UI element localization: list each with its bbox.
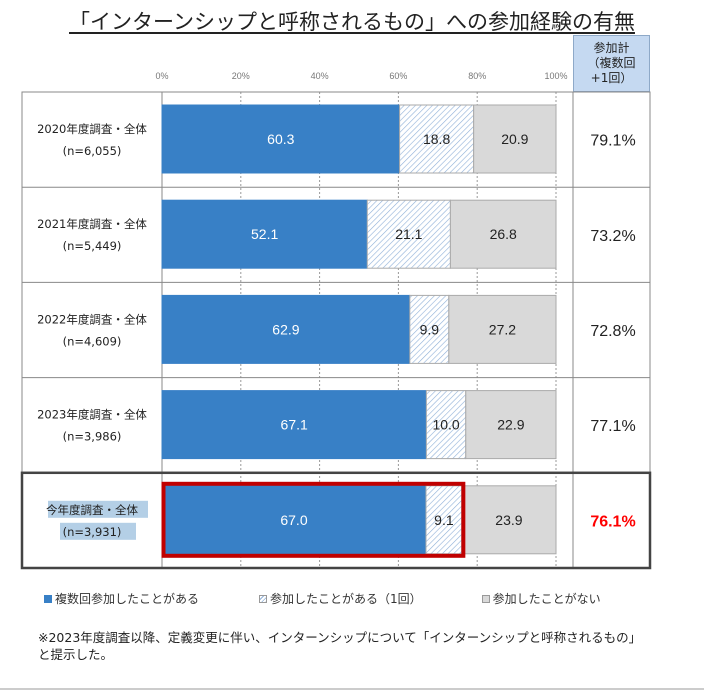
- data-label: 67.0: [280, 512, 307, 528]
- data-label: 23.9: [495, 512, 522, 528]
- category-n: (n=3,986): [63, 430, 122, 444]
- totals-header-line: 参加計: [593, 41, 630, 55]
- totals-header-line: （複数回: [587, 56, 636, 70]
- legend-swatch: [481, 594, 490, 603]
- x-tick-label: 80%: [468, 71, 486, 81]
- bar-segment: [161, 199, 368, 269]
- total-value: 72.8%: [590, 323, 635, 340]
- label-highlight: [48, 500, 148, 518]
- data-label: 21.1: [395, 226, 422, 242]
- bar-segment: [465, 390, 557, 460]
- data-label: 60.3: [267, 131, 294, 147]
- category-n: (n=4,609): [63, 334, 122, 348]
- bar-segment: [366, 199, 451, 269]
- data-label: 62.9: [272, 321, 299, 337]
- x-tick-label: 0%: [155, 71, 168, 81]
- bar-segment: [161, 485, 427, 555]
- legend-swatch: [259, 594, 268, 603]
- data-label: 9.1: [434, 512, 454, 528]
- bar-segment: [161, 104, 401, 174]
- category-label: 2023年度調査・全体: [37, 408, 147, 422]
- category-label: 今年度調査・全体: [46, 503, 138, 517]
- category-label: 2021年度調査・全体: [37, 217, 147, 231]
- category-label: 2022年度調査・全体: [37, 312, 147, 326]
- legend-item: 参加したことがない: [481, 590, 601, 607]
- data-label: 22.9: [497, 417, 524, 433]
- total-value: 73.2%: [590, 228, 635, 245]
- category-n: (n=5,449): [63, 239, 122, 253]
- total-value: 77.1%: [590, 418, 635, 435]
- data-label: 52.1: [251, 226, 278, 242]
- footnote: ※2023年度調査以降、定義変更に伴い、インターンシップについて「インターンシッ…: [38, 630, 642, 662]
- highlight-box: [161, 481, 466, 558]
- data-label: 67.1: [281, 417, 308, 433]
- data-label: 10.0: [432, 417, 459, 433]
- totals-header-line: +1回）: [590, 71, 633, 85]
- category-n: (n=3,931): [63, 525, 122, 539]
- category-n: (n=6,055): [63, 144, 122, 158]
- total-value: 79.1%: [590, 133, 635, 150]
- x-tick-label: 100%: [544, 71, 567, 81]
- legend-label: 参加したことがある（1回）: [270, 592, 422, 606]
- bar-segment: [409, 294, 450, 364]
- bar-segment: [161, 294, 411, 364]
- bar-segment: [399, 104, 475, 174]
- total-value: 76.1%: [590, 513, 635, 530]
- legend-item: 複数回参加したことがある: [44, 590, 199, 607]
- bar-segment: [425, 390, 467, 460]
- legend-item: 参加したことがある（1回）: [259, 590, 422, 607]
- category-label: 2020年度調査・全体: [37, 122, 147, 136]
- highlight-row-frame: [20, 471, 652, 570]
- data-label: 20.9: [501, 131, 528, 147]
- bar-segment: [448, 294, 557, 364]
- data-label: 27.2: [489, 321, 516, 337]
- legend: 複数回参加したことがある 参加したことがある（1回） 参加したことがない: [44, 590, 661, 607]
- bar-segment: [161, 390, 427, 460]
- x-tick-label: 40%: [311, 71, 329, 81]
- x-tick-label: 60%: [389, 71, 407, 81]
- legend-label: 参加したことがない: [492, 592, 601, 606]
- bar-segment: [473, 104, 557, 174]
- data-label: 9.9: [420, 321, 440, 337]
- x-tick-label: 20%: [232, 71, 250, 81]
- data-label: 18.8: [423, 131, 450, 147]
- totals-header: 参加計 （複数回 +1回）: [573, 35, 650, 92]
- divider: [0, 688, 704, 690]
- bar-segment: [461, 485, 557, 555]
- chart-title: 「インターンシップと呼称されるもの」への参加経験の有無: [69, 10, 635, 34]
- label-highlight: [60, 522, 136, 540]
- legend-swatch: [44, 594, 52, 603]
- legend-label: 複数回参加したことがある: [55, 592, 200, 606]
- data-label: 26.8: [490, 226, 517, 242]
- bar-segment: [449, 199, 557, 269]
